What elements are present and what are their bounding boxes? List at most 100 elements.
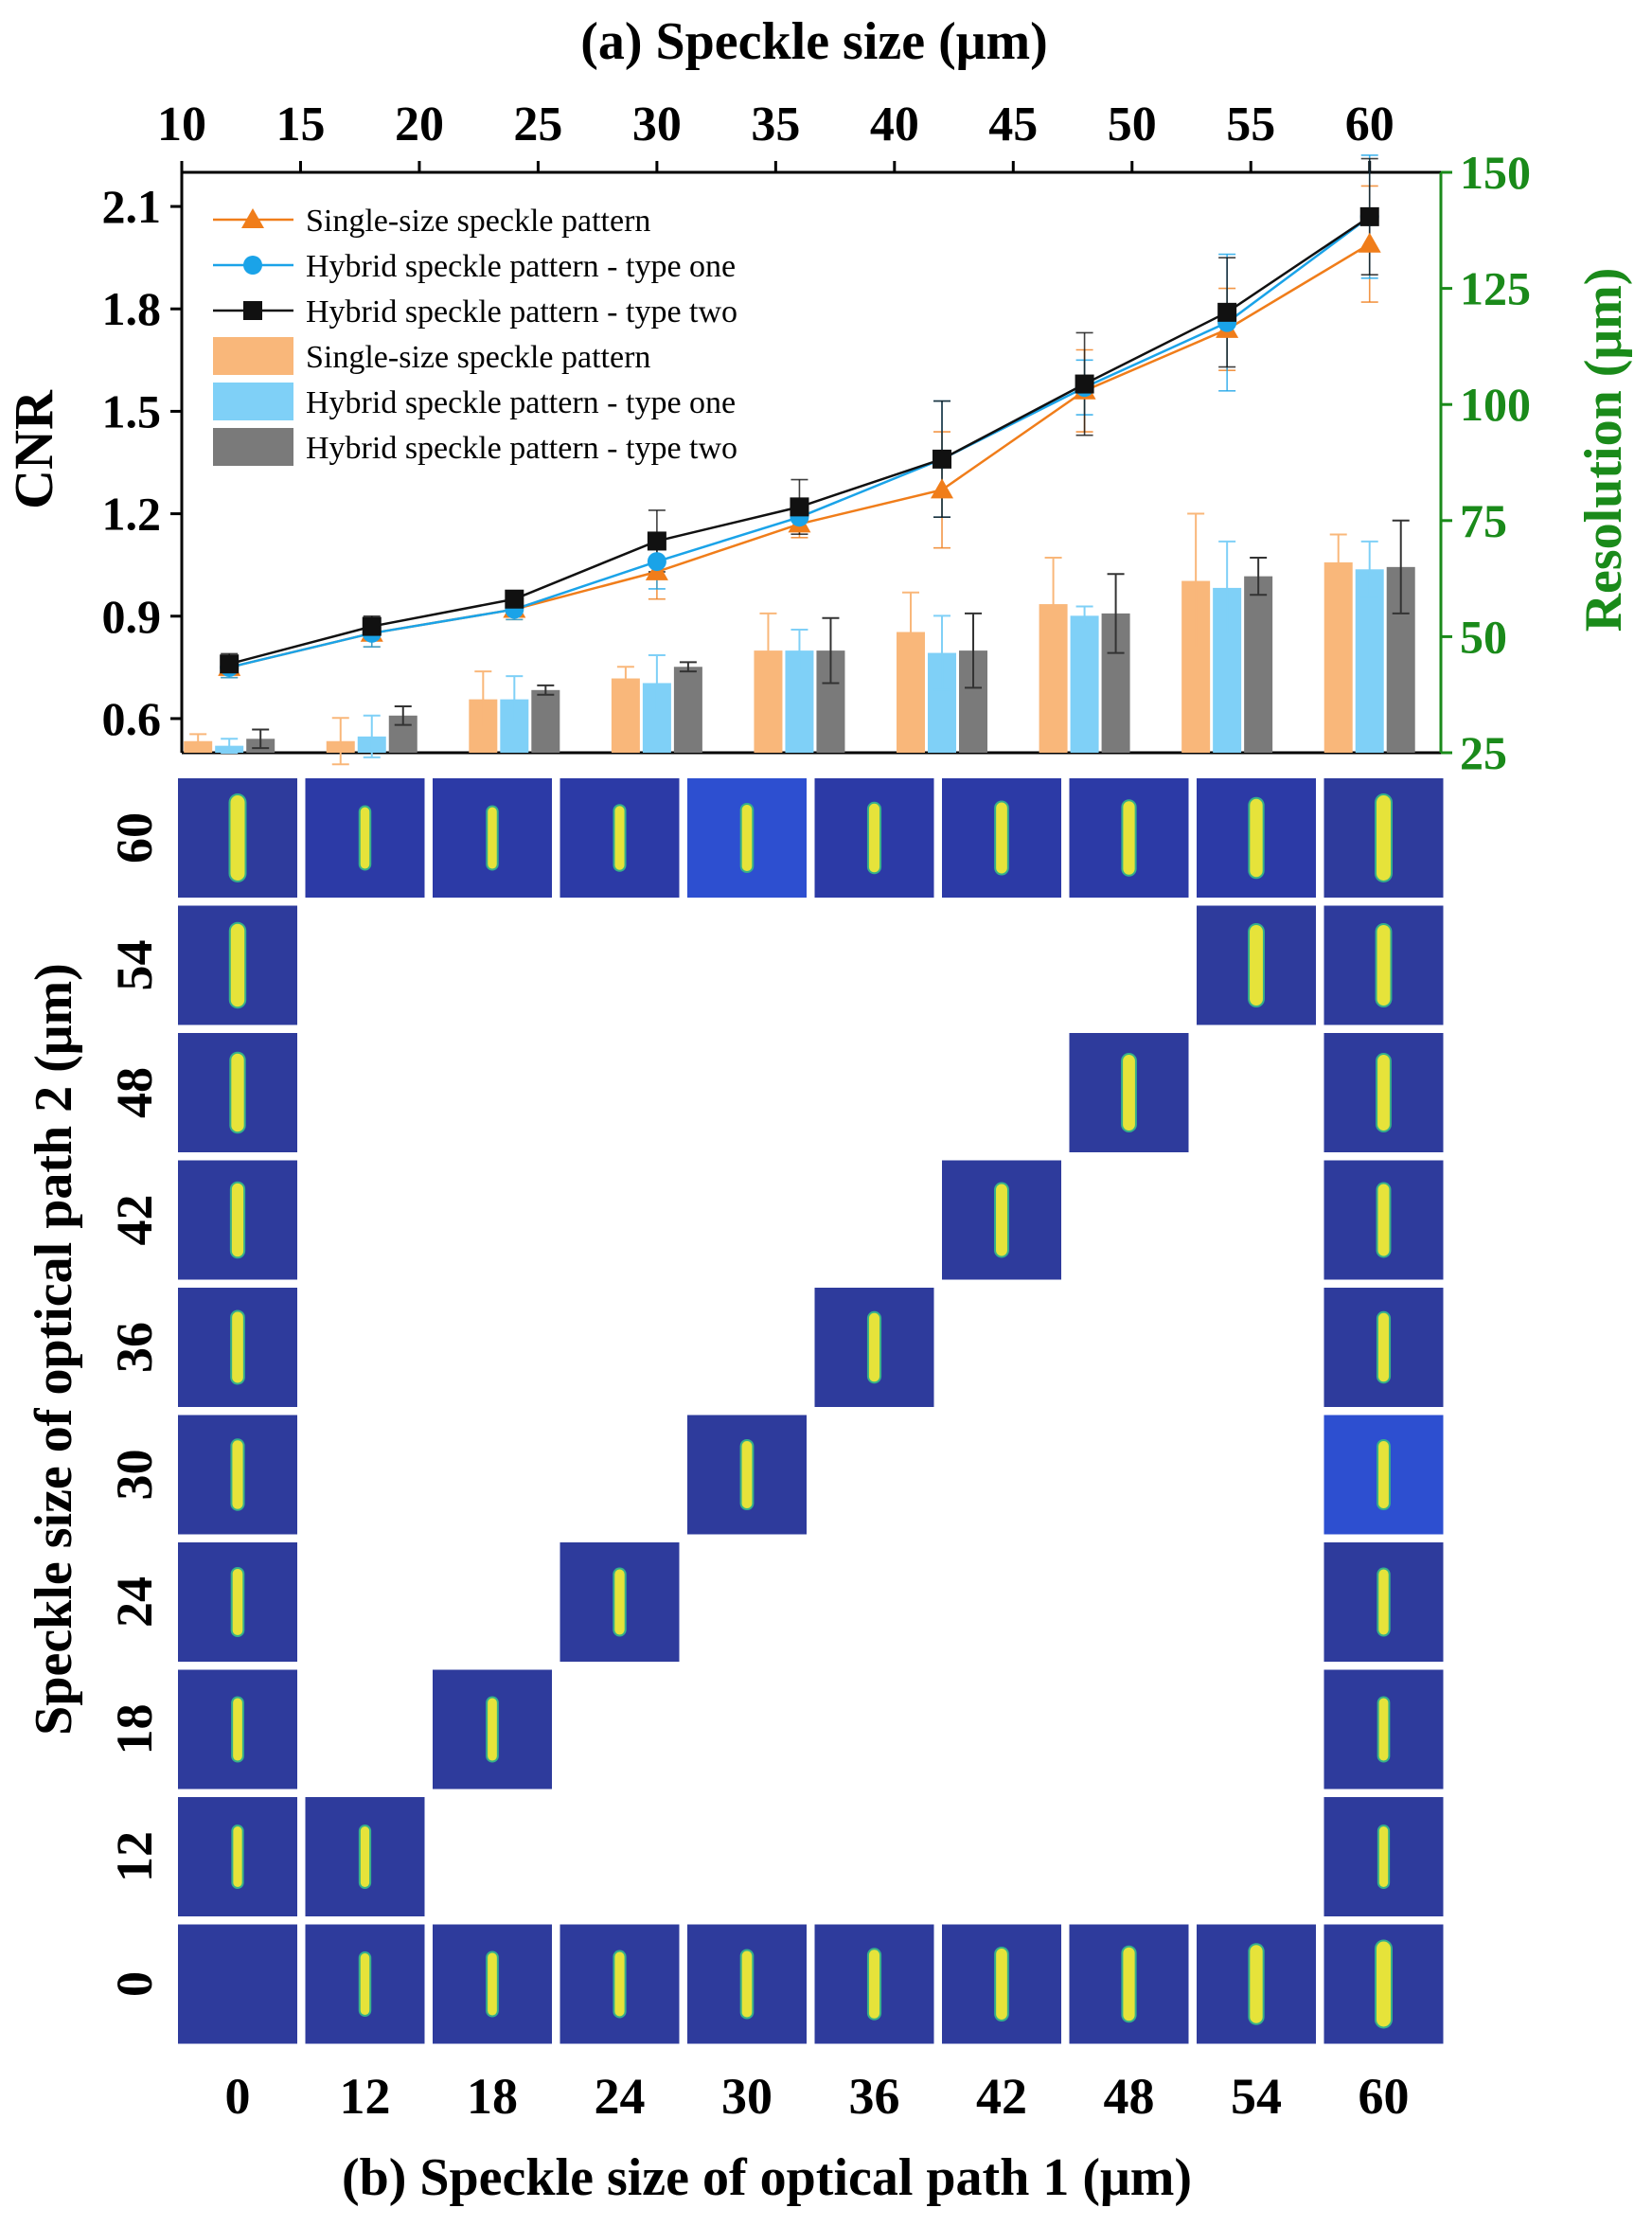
cell-stripe <box>996 1949 1007 2020</box>
cell-stripe <box>614 1951 625 2017</box>
grid-y-tick-label: 24 <box>106 1576 163 1628</box>
cell-stripe <box>868 1312 880 1382</box>
top-tick-label: 35 <box>751 98 800 151</box>
bar <box>673 667 702 753</box>
line-point <box>647 552 666 572</box>
cell-stripe <box>360 1826 370 1887</box>
cell-stripe <box>614 1569 625 1635</box>
cell-stripe <box>232 1311 243 1383</box>
cell-stripe <box>1378 1441 1389 1508</box>
right-tick-label: 125 <box>1460 262 1531 315</box>
right-tick-label: 25 <box>1460 726 1507 779</box>
line-point <box>933 449 952 469</box>
line-point <box>1217 302 1237 322</box>
chart-title: (a) Speckle size (μm) <box>580 12 1048 71</box>
bar <box>1070 615 1099 753</box>
right-tick-label: 50 <box>1460 610 1507 663</box>
grid-x-tick-label: 42 <box>976 2068 1027 2125</box>
line-point <box>220 654 240 674</box>
cell-stripe <box>1378 1698 1389 1761</box>
grid-y-tick-label: 0 <box>106 1971 163 1997</box>
grid-x-tick-label: 12 <box>340 2068 391 2125</box>
line-point <box>362 616 382 636</box>
grid-y-tick-label: 36 <box>106 1322 163 1373</box>
grid-y-tick-label: 42 <box>106 1195 163 1246</box>
panel-a: 10 15 20 25 30 35 40 45 50 55 60 0.6 0.9 1.2 1.5 1.8 2.1… <box>102 98 1532 779</box>
cell-stripe <box>741 1441 753 1508</box>
top-tick-label: 15 <box>275 98 325 151</box>
cell-stripe <box>231 1183 244 1257</box>
cell-stripe <box>1250 925 1263 1006</box>
grid-x-tick-label: 60 <box>1359 2068 1410 2125</box>
legend-label: Hybrid speckle pattern - type one <box>306 249 736 284</box>
legend-label: Single-size speckle pattern <box>306 340 650 375</box>
bar <box>1244 576 1273 753</box>
cell-stripe <box>1123 801 1135 875</box>
legend-label: Single-size speckle pattern <box>306 204 650 239</box>
grid-x-tick-label: 0 <box>225 2068 251 2125</box>
right-tick-label: 100 <box>1460 378 1531 431</box>
top-tick-label: 45 <box>988 98 1038 151</box>
cell-stripe <box>1377 1312 1390 1382</box>
cell-stripe <box>233 1698 242 1761</box>
cell-stripe <box>1377 925 1391 1006</box>
cell-stripe <box>741 805 753 871</box>
grid-x-tick-label: 48 <box>1104 2068 1155 2125</box>
legend-bar-swatch <box>213 428 293 466</box>
legend-bar-swatch <box>213 383 293 420</box>
right-tick-label: 150 <box>1460 146 1531 199</box>
cell-stripe <box>996 802 1007 874</box>
grid-x-tick-label: 36 <box>849 2068 900 2125</box>
grid-x-tick-label: 54 <box>1231 2068 1282 2125</box>
cell-stripe <box>1377 1055 1390 1131</box>
line-point <box>241 208 264 228</box>
cell-stripe <box>1123 1055 1135 1131</box>
left-tick-label: 0.9 <box>102 590 162 643</box>
cell-stripe <box>741 1950 753 2018</box>
line-point <box>647 531 666 551</box>
grid-y-tick-label: 48 <box>106 1067 163 1118</box>
grid-y-tick-label: 30 <box>106 1450 163 1501</box>
line-point <box>790 497 809 517</box>
grid-x-tick-label: 24 <box>595 2068 646 2125</box>
top-tick-label: 40 <box>870 98 919 151</box>
legend-bar-swatch <box>213 337 293 375</box>
cell-stripe <box>360 807 370 869</box>
grid-y-tick-label: 18 <box>106 1704 163 1755</box>
top-tick-label: 25 <box>513 98 562 151</box>
left-tick-label: 1.5 <box>102 384 162 437</box>
legend-label: Hybrid speckle pattern - type two <box>306 431 737 466</box>
cell-stripe <box>1378 1826 1389 1887</box>
cell-stripe <box>232 1440 243 1509</box>
right-axis-label: Resolution (μm) <box>1574 268 1633 632</box>
bar <box>531 689 560 753</box>
grid-x-tick-label: 30 <box>721 2068 773 2125</box>
cell-stripe <box>868 1950 880 2019</box>
cell-stripe <box>1250 798 1263 878</box>
cell-stripe <box>614 806 625 870</box>
cell-stripe <box>232 1569 243 1635</box>
cell-stripe <box>1250 1945 1263 2023</box>
left-tick-label: 1.8 <box>102 282 162 335</box>
top-tick-label: 60 <box>1345 98 1394 151</box>
top-tick-label: 30 <box>632 98 682 151</box>
line-point <box>931 478 954 499</box>
cell-stripe <box>230 795 245 881</box>
right-tick-label: 75 <box>1460 494 1507 547</box>
panel-b: 0 12 18 24 30 36 42 48 54 60 60 54 48 42 36 30 24 18 12 0 <box>106 778 1444 2125</box>
top-tick-label: 10 <box>157 98 206 151</box>
left-tick-label: 1.2 <box>102 488 162 541</box>
grid-y-axis-label: Speckle size of optical path 2 (μm) <box>25 963 83 1736</box>
bar <box>1355 569 1384 753</box>
line-point <box>243 256 262 275</box>
cell-stripe <box>360 1953 370 2015</box>
top-tick-label: 55 <box>1226 98 1275 151</box>
left-tick-label: 2.1 <box>102 180 162 233</box>
legend-label: Hybrid speckle pattern - type two <box>306 294 737 329</box>
cell-stripe <box>996 1184 1007 1256</box>
line-point <box>1358 232 1381 253</box>
cell-stripe <box>1377 795 1391 881</box>
top-tick-label: 50 <box>1108 98 1157 151</box>
grid-x-tick-label: 18 <box>467 2068 518 2125</box>
line-point <box>1075 374 1094 394</box>
